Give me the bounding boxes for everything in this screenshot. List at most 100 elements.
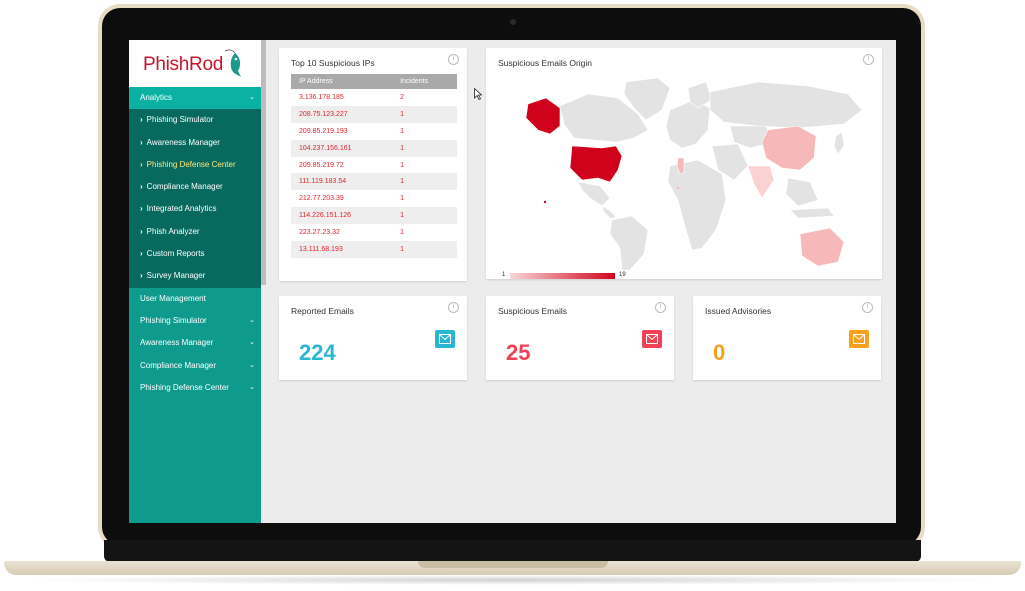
envelope-icon [853,334,865,344]
canada [559,93,649,143]
webcam [510,19,516,25]
sidebar-item-label: Awareness Manager [140,338,214,348]
southeast-asia [785,177,819,207]
fish-logo-icon [225,49,241,77]
ip-address-cell: 208.75.123.227 [291,105,393,123]
sidebar-item-label: Custom Reports [146,249,205,259]
sidebar-item-label: Awareness Manager [146,137,220,147]
info-icon[interactable]: i [862,302,873,313]
chevron-down-icon: ⌄ [249,94,255,101]
ip-address-cell: 3.136.178.185 [299,93,344,101]
map-dot [676,186,680,190]
greenland [623,77,671,121]
country-usa[interactable] [569,145,623,183]
incidents-cell: 1 [400,229,404,237]
table-row[interactable]: 209.85.219.72 1 [291,157,457,174]
sidebar-item-user-management[interactable]: User Management [129,288,261,310]
country-australia[interactable] [799,227,845,267]
incidents-cell: 1 [400,127,404,135]
table-row[interactable]: 114.226.151.126 1 [291,207,457,225]
sidebar-item-label: Phishing Defense Center [140,382,229,392]
table-row[interactable]: 212.77.203.39 1 [291,190,457,207]
incidents-cell: 1 [400,195,404,203]
sidebar-item-custom-reports[interactable]: › Custom Reports [129,243,261,266]
sidebar-item-label: Compliance Manager [140,360,217,370]
sidebar-item-phish-analyzer[interactable]: › Phish Analyzer [129,220,261,244]
mexico [577,181,611,207]
info-icon[interactable]: i [655,302,666,313]
suspicious-emails-card: Suspicious Emails i 25 [486,296,674,380]
chevron-right-icon: › [140,271,143,281]
table-row[interactable]: 104.237.156.161 1 [291,139,457,157]
sidebar-scrollbar[interactable] [261,40,266,285]
reported-emails-button[interactable] [435,330,455,348]
country-alaska[interactable] [525,97,561,135]
suspicious-ips-card: Top 10 Suspicious IPs i IP Address Incid… [279,48,467,281]
table-row[interactable]: 111.119.183.54 1 [291,173,457,191]
world-map[interactable] [498,70,870,270]
laptop-base [4,561,1021,575]
sidebar-item-analytics[interactable]: Analytics ⌄ [129,87,261,110]
ip-address-cell: 212.77.203.39 [299,195,344,203]
sidebar-item-label: Survey Manager [146,271,206,281]
suspicious-ips-table: IP Address Incidents 3.136.178.185 2 208.7… [291,74,457,258]
mouse-cursor-icon [474,88,482,100]
chevron-right-icon: › [140,159,143,169]
legend-min: 1 [502,272,506,278]
laptop-base-notch [418,561,608,568]
info-icon[interactable]: i [448,302,459,313]
country-china[interactable] [761,125,817,171]
sidebar-item-label: User Management [140,293,206,303]
info-icon[interactable]: i [863,54,874,65]
sidebar-item-compliance-manager[interactable]: › Compliance Manager [129,176,261,199]
sidebar-item-compliance-manager[interactable]: Compliance Manager ⌄ [129,355,261,377]
incidents-cell: 1 [392,105,457,123]
ip-address-cell: 111.119.183.54 [291,173,393,191]
incidents-cell: 1 [392,139,457,157]
table-row[interactable]: 208.75.123.227 1 [291,105,457,123]
table-row[interactable]: 13.111.68.193 1 [291,241,457,258]
ip-address-cell: 114.226.151.126 [291,207,393,225]
sidebar-item-phishing-defense-center[interactable]: › Phishing Defense Center [129,153,261,177]
app-screen: PhishRod Analytics ⌄ › Phishing Simulator › A… [129,40,896,523]
sidebar-item-phishing-defense-center[interactable]: Phishing Defense Center ⌄ [129,377,261,399]
country-western-europe[interactable] [676,157,685,175]
chevron-right-icon: › [140,115,143,125]
suspicious-emails-button[interactable] [642,330,662,348]
sidebar-item-label: Compliance Manager [146,182,223,192]
issued-advisories-button[interactable] [849,330,869,348]
table-row[interactable]: 223.27.23.32 1 [291,224,457,241]
sidebar-item-label: Phishing Simulator [140,315,207,325]
logo[interactable]: PhishRod [129,40,261,87]
sidebar-item-integrated-analytics[interactable]: › Integrated Analytics [129,198,261,221]
table-row[interactable]: 209.85.219.193 1 [291,123,457,140]
column-header-ip-address[interactable]: IP Address [291,74,393,89]
chevron-right-icon: › [140,226,143,236]
info-icon[interactable]: i [448,54,459,65]
ip-address-cell: 209.85.219.193 [299,127,348,135]
sidebar-item-label: Phishing Simulator [146,115,214,125]
country-india[interactable] [747,165,775,199]
chevron-right-icon: › [140,249,143,259]
suspicious-ips-title: Top 10 Suspicious IPs [291,58,375,68]
sidebar-item-survey-manager[interactable]: › Survey Manager [129,265,261,288]
chevron-down-icon: ⌄ [249,361,255,369]
sidebar-item-label: Analytics [140,93,173,102]
table-row[interactable]: 3.136.178.185 2 [291,89,457,106]
stat-title: Issued Advisories [705,306,772,316]
column-header-incidents[interactable]: Incidents [392,74,457,89]
sidebar-item-phishing-simulator[interactable]: Phishing Simulator ⌄ [129,310,261,332]
chevron-right-icon: › [140,182,143,192]
incidents-cell: 1 [392,241,457,258]
incidents-cell: 1 [400,161,404,169]
chevron-down-icon: ⌄ [249,316,255,324]
middle-east [711,143,749,181]
sidebar-item-awareness-manager[interactable]: › Awareness Manager [129,131,261,154]
sidebar-item-awareness-manager[interactable]: Awareness Manager ⌄ [129,332,261,354]
sidebar-item-phishing-simulator[interactable]: › Phishing Simulator [129,109,261,132]
africa [667,159,727,251]
chevron-right-icon: › [140,204,143,214]
incidents-cell: 2 [400,93,404,101]
stat-value: 25 [506,340,531,365]
laptop-shadow [20,575,1005,585]
